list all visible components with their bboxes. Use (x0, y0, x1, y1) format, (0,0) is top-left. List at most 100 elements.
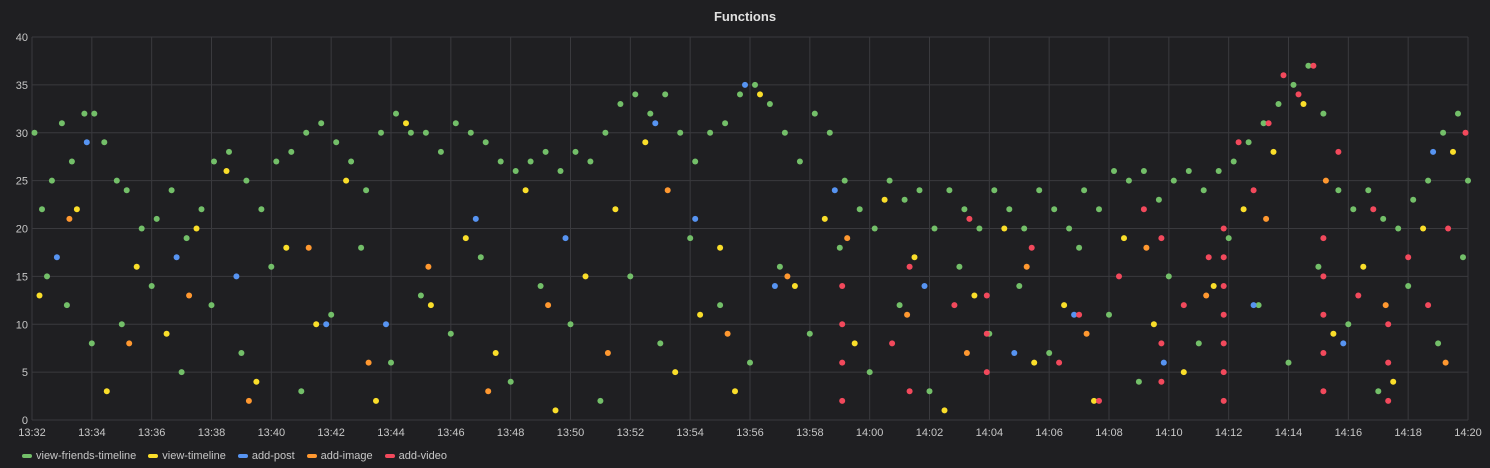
data-point-add-post (1250, 302, 1257, 309)
y-tick-label: 25 (16, 176, 28, 188)
data-point-view-friends-timeline (722, 120, 729, 127)
data-point-view-timeline (582, 273, 589, 280)
data-point-add-video (1295, 91, 1302, 98)
data-point-add-video (1235, 139, 1242, 146)
data-point-view-friends-timeline (183, 235, 190, 242)
data-point-view-friends-timeline (31, 129, 38, 136)
data-point-add-video (839, 321, 846, 328)
data-point-view-friends-timeline (926, 388, 933, 395)
x-tick-label: 13:36 (138, 427, 166, 439)
data-point-view-friends-timeline (1106, 311, 1112, 318)
legend-item-add-video[interactable]: add-video (384, 450, 447, 462)
data-point-view-friends-timeline (1395, 225, 1402, 232)
legend-item-add-image[interactable]: add-image (306, 450, 373, 462)
data-point-view-timeline (1360, 263, 1367, 270)
data-point-view-timeline (1240, 206, 1247, 213)
data-point-view-friends-timeline (288, 148, 295, 155)
data-point-view-friends-timeline (1315, 263, 1322, 270)
x-tick-label: 13:40 (258, 427, 286, 439)
data-point-add-image (186, 292, 193, 299)
data-point-view-friends-timeline (841, 177, 848, 184)
data-point-view-friends-timeline (211, 158, 217, 165)
data-point-view-friends-timeline (1320, 110, 1327, 117)
data-point-view-friends-timeline (497, 158, 504, 165)
data-point-add-image (1203, 292, 1210, 299)
data-point-view-friends-timeline (1140, 168, 1147, 174)
data-point-view-friends-timeline (1335, 187, 1342, 194)
data-point-view-timeline (427, 302, 434, 309)
data-point-add-video (1220, 311, 1227, 318)
data-point-view-friends-timeline (1350, 206, 1357, 213)
data-point-add-post (921, 283, 928, 289)
data-point-add-image (305, 244, 312, 251)
legend-swatch (384, 454, 395, 458)
legend-item-view-friends-timeline[interactable]: view-friends-timeline (22, 450, 136, 462)
data-point-add-video (1116, 273, 1122, 280)
data-point-add-video (906, 388, 913, 395)
data-point-view-friends-timeline (537, 283, 544, 289)
legend-item-add-post[interactable]: add-post (237, 450, 295, 462)
data-point-add-image (844, 235, 851, 242)
data-point-view-friends-timeline (931, 225, 938, 232)
data-point-view-friends-timeline (572, 148, 579, 155)
legend-swatch (148, 454, 159, 458)
data-point-view-friends-timeline (1285, 359, 1292, 366)
data-point-view-friends-timeline (1066, 225, 1073, 232)
data-point-view-timeline (193, 225, 200, 232)
data-point-view-timeline (492, 350, 499, 356)
data-point-view-friends-timeline (1096, 206, 1102, 213)
data-point-view-timeline (697, 311, 704, 318)
data-point-view-timeline (103, 388, 110, 395)
data-point-add-post (1160, 359, 1167, 366)
data-point-add-video (1220, 283, 1227, 289)
data-point-view-timeline (1420, 225, 1427, 232)
data-point-view-friends-timeline (1021, 225, 1028, 232)
data-point-add-image (66, 215, 73, 222)
data-point-add-video (1220, 397, 1227, 404)
legend-label: view-timeline (162, 450, 226, 462)
data-point-view-friends-timeline (956, 263, 963, 270)
data-point-add-video (983, 292, 990, 299)
data-point-view-timeline (163, 330, 170, 337)
x-tick-label: 13:44 (377, 427, 405, 439)
data-point-view-timeline (522, 187, 529, 194)
data-point-view-friends-timeline (407, 129, 414, 136)
data-point-add-video (1320, 273, 1327, 280)
data-point-view-friends-timeline (627, 273, 634, 280)
x-tick-label: 13:48 (497, 427, 525, 439)
data-point-view-timeline (1450, 148, 1456, 155)
data-point-view-friends-timeline (63, 302, 70, 309)
data-point-view-friends-timeline (68, 158, 75, 165)
data-point-add-video (1320, 235, 1327, 242)
data-point-add-post (692, 215, 699, 222)
data-point-view-timeline (1330, 330, 1337, 337)
data-point-view-friends-timeline (378, 129, 384, 136)
data-point-view-timeline (717, 244, 724, 251)
data-point-view-friends-timeline (226, 148, 232, 155)
data-point-add-video (1425, 302, 1432, 309)
data-point-view-friends-timeline (168, 187, 175, 194)
data-point-add-post (771, 283, 778, 289)
data-point-view-friends-timeline (1051, 206, 1058, 213)
data-point-view-timeline (1061, 302, 1068, 309)
y-tick-label: 5 (22, 367, 28, 379)
x-tick-label: 14:16 (1335, 427, 1363, 439)
data-point-add-image (1322, 177, 1329, 184)
data-point-add-video (1320, 388, 1327, 395)
data-point-view-timeline (821, 215, 828, 222)
data-point-view-friends-timeline (39, 206, 45, 213)
data-point-view-friends-timeline (1455, 110, 1461, 117)
data-point-view-timeline (911, 254, 918, 261)
data-point-view-timeline (1300, 101, 1307, 107)
data-point-view-friends-timeline (417, 292, 424, 299)
legend-item-view-timeline[interactable]: view-timeline (148, 450, 226, 462)
legend-swatch (237, 454, 248, 458)
x-tick-label: 14:06 (1035, 427, 1063, 439)
data-point-view-timeline (672, 369, 679, 376)
data-point-view-friends-timeline (1036, 187, 1043, 194)
x-tick-label: 13:32 (18, 427, 46, 439)
data-point-view-friends-timeline (1290, 81, 1297, 88)
data-point-add-image (485, 388, 492, 395)
data-point-view-friends-timeline (901, 196, 908, 203)
